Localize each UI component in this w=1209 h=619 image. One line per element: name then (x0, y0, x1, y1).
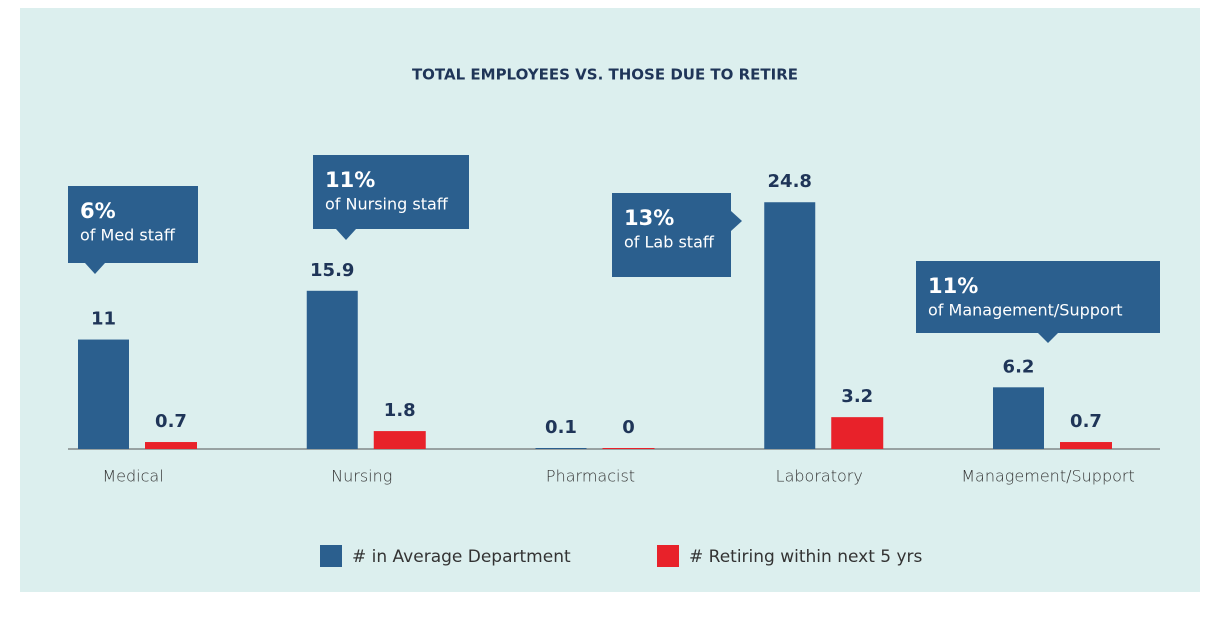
data-label: 6.2 (1003, 356, 1035, 377)
data-label: 0.7 (1070, 411, 1102, 432)
data-label: 1.8 (384, 400, 416, 421)
data-label: 11 (91, 309, 116, 330)
callout-text: of Management/Support (928, 301, 1123, 320)
x-tick-label: Medical (102, 467, 163, 486)
bar (535, 448, 587, 449)
bar (764, 202, 816, 449)
x-tick-label: Nursing (331, 467, 392, 486)
callout-box (68, 186, 198, 263)
chart-title: TOTAL EMPLOYEES VS. THOSE DUE TO RETIRE (412, 66, 798, 84)
legend-label: # in Average Department (352, 547, 571, 567)
callout-arrow (1038, 333, 1058, 343)
legend-swatch (320, 545, 342, 567)
callout-text: of Med staff (80, 226, 176, 245)
bar (602, 448, 655, 449)
x-tick-label: Laboratory (776, 467, 863, 486)
bar (1060, 442, 1112, 449)
x-tick-label: Pharmacist (546, 467, 635, 486)
data-label: 24.8 (768, 171, 812, 192)
callout-arrow (336, 229, 356, 240)
legend-label: # Retiring within next 5 yrs (689, 547, 923, 567)
callout-text: of Lab staff (624, 233, 715, 252)
data-label: 3.2 (841, 386, 873, 407)
bar (831, 417, 884, 449)
data-label: 0 (622, 417, 635, 438)
callout-box (313, 155, 469, 229)
callout-percent: 13% (624, 206, 674, 230)
callout-arrow (85, 263, 105, 274)
x-tick-label: Management/Support (961, 467, 1134, 486)
bar (306, 290, 358, 449)
legend-swatch (657, 545, 679, 567)
callout-percent: 11% (928, 274, 978, 298)
bar (145, 442, 197, 449)
callout-box (916, 261, 1160, 333)
callout-arrow (731, 211, 742, 231)
data-label: 15.9 (310, 260, 354, 281)
callout-box (612, 193, 731, 277)
data-label: 0.7 (155, 411, 187, 432)
bar (373, 431, 426, 449)
callout-percent: 11% (325, 168, 375, 192)
callout-percent: 6% (80, 199, 116, 223)
bar (78, 339, 129, 449)
callout-text: of Nursing staff (325, 195, 449, 214)
data-label: 0.1 (545, 417, 577, 438)
bar (993, 387, 1044, 449)
